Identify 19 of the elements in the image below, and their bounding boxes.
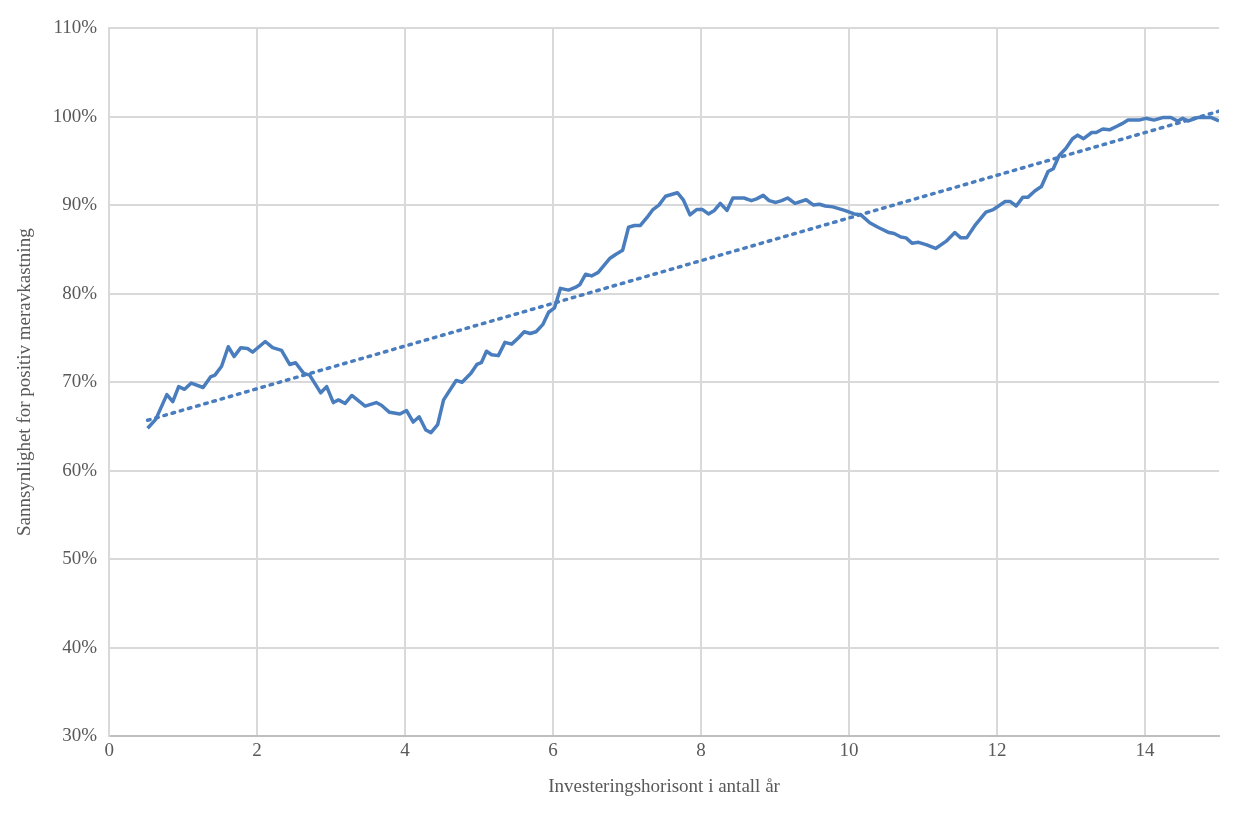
y-tick-label: 70% [62, 370, 98, 392]
x-tick-label: 10 [839, 738, 859, 760]
y-tick-label: 110% [53, 15, 98, 37]
y-tick-label: 30% [62, 724, 98, 746]
y-tick-label: 90% [62, 193, 98, 215]
y-tick-label: 100% [52, 104, 98, 126]
y-tick-label: 40% [62, 635, 98, 657]
x-tick-label: 4 [400, 738, 411, 760]
x-axis-title: Investeringshorisont i antall år [548, 774, 781, 796]
y-tick-label: 80% [62, 281, 98, 303]
x-tick-label: 6 [548, 738, 558, 760]
y-axis-title: Sannsynlighet for positiv meravkastning [13, 227, 35, 537]
x-tick-label: 2 [252, 738, 262, 760]
y-tick-label: 60% [62, 458, 98, 480]
y-tick-label: 50% [62, 547, 98, 569]
x-tick-label: 12 [987, 738, 1007, 760]
x-tick-label: 14 [1135, 738, 1156, 760]
x-tick-label: 8 [696, 738, 706, 760]
x-tick-label: 0 [104, 738, 114, 760]
